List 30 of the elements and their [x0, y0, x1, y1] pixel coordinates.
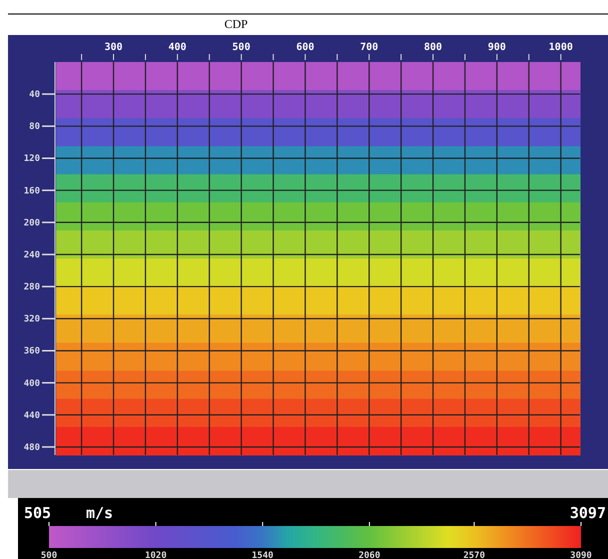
x-tick-label: 600	[296, 42, 314, 53]
y-tick-label: 320	[24, 314, 40, 325]
y-tick-label: 480	[24, 442, 40, 453]
color-bar-label: 500	[40, 551, 58, 559]
y-tick-label: 440	[24, 410, 40, 421]
x-tick-label: 300	[104, 42, 123, 53]
y-tick-label: 360	[24, 346, 40, 357]
x-axis-title: CDP	[224, 17, 248, 31]
text: 3097	[570, 504, 606, 522]
x-tick-label: 500	[232, 42, 250, 53]
y-tick-label: 280	[24, 282, 40, 293]
y-tick-label: 80	[29, 122, 40, 132]
x-tick-label: 400	[168, 42, 186, 53]
x-tick-label: 800	[424, 42, 442, 53]
y-tick-label: 400	[24, 378, 40, 389]
y-tick-label: 200	[24, 218, 40, 228]
x-tick-label: 1000	[548, 42, 573, 53]
y-tick-label: 40	[29, 90, 40, 100]
color-bar-title: m/s	[86, 504, 114, 522]
y-tick-label: 160	[24, 186, 40, 196]
x-tick-label: 900	[488, 42, 506, 53]
y-tick-label: 120	[24, 154, 40, 164]
color-bar-label: 2570	[463, 551, 486, 559]
color-bar-label: 1540	[252, 551, 274, 559]
text: 505	[24, 504, 52, 522]
y-tick-label: 240	[24, 250, 40, 260]
color-bar-label: 1020	[144, 551, 167, 559]
color-bar-label: 3090	[570, 551, 592, 559]
x-tick-label: 700	[360, 42, 378, 53]
color-bar-label: 2060	[358, 551, 380, 559]
